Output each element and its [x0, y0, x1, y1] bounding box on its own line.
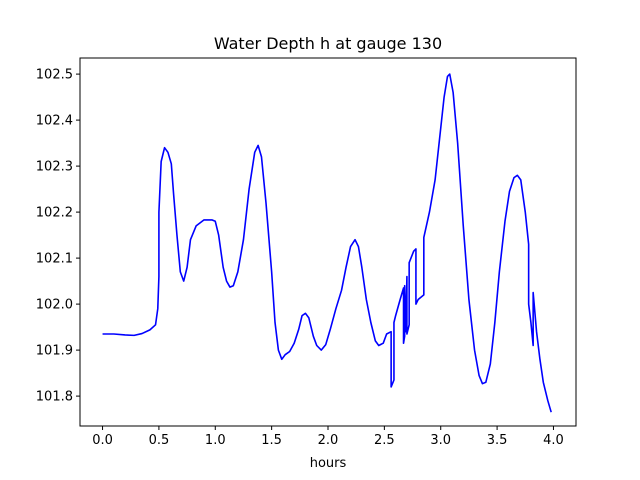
y-tick-label: 102.1 — [36, 252, 73, 267]
x-tick-label: 3.0 — [430, 433, 451, 448]
x-tick-label: 1.0 — [205, 433, 226, 448]
y-axis: 101.8 101.9 102.0 102.1 102.2 102.3 102.4 102.5 — [36, 68, 80, 405]
y-tick-label: 102.2 — [36, 206, 73, 221]
chart-title: Water Depth h at gauge 130 — [214, 34, 442, 53]
y-tick-label: 101.9 — [36, 344, 73, 359]
x-tick-label: 0.0 — [92, 433, 113, 448]
plot-area — [102, 73, 552, 413]
series-line-1 — [102, 73, 552, 413]
y-tick-label: 101.8 — [36, 390, 73, 405]
x-axis-label: hours — [310, 456, 347, 471]
x-tick-label: 2.0 — [318, 433, 339, 448]
y-tick-label: 102.4 — [36, 114, 73, 129]
x-tick-label: 3.5 — [487, 433, 508, 448]
y-tick-label: 102.0 — [36, 298, 73, 313]
x-tick-label: 0.5 — [149, 433, 170, 448]
y-tick-label: 102.5 — [36, 68, 73, 83]
y-tick-label: 102.3 — [36, 160, 73, 175]
x-tick-label: 4.0 — [543, 433, 564, 448]
x-tick-label: 2.5 — [374, 433, 395, 448]
x-axis: 0.0 0.5 1.0 1.5 2.0 2.5 3.0 3.5 4.0 — [92, 426, 564, 448]
x-tick-label: 1.5 — [261, 433, 282, 448]
